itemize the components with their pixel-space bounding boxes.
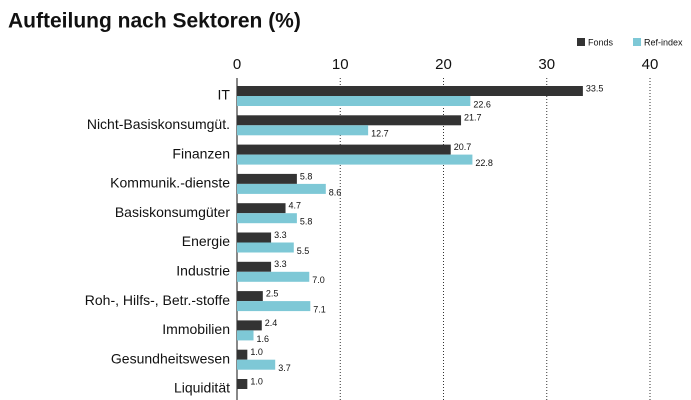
- y-tick-label: Industrie: [176, 263, 230, 279]
- y-tick-label: Roh-, Hilfs-, Betr.-stoffe: [85, 292, 230, 308]
- x-tick-label: 10: [332, 56, 349, 73]
- bar: [237, 379, 248, 389]
- y-tick-label: Finanzen: [172, 145, 230, 161]
- legend-swatch: [633, 38, 641, 46]
- data-label: 2.4: [265, 318, 278, 328]
- legend-label: Fonds: [588, 37, 614, 47]
- bar: [237, 291, 263, 302]
- x-tick-label: 0: [233, 56, 241, 73]
- data-label: 5.8: [300, 217, 313, 227]
- chart-title: Aufteilung nach Sektoren (%): [8, 10, 301, 33]
- x-tick-label: 20: [435, 56, 452, 73]
- data-label: 22.6: [473, 99, 491, 109]
- data-label: 2.5: [266, 288, 279, 298]
- bar: [237, 125, 369, 136]
- y-tick-label: Energie: [182, 233, 230, 249]
- data-label: 33.5: [586, 83, 604, 93]
- bar: [237, 330, 254, 341]
- data-label: 1.6: [257, 334, 270, 344]
- bar: [237, 115, 462, 126]
- data-label: 5.8: [300, 171, 313, 181]
- y-tick-label: Kommunik.-dienste: [110, 175, 230, 191]
- bar: [237, 349, 248, 360]
- bar: [237, 213, 297, 224]
- data-label: 1.0: [250, 347, 263, 357]
- data-label: 21.7: [464, 113, 482, 123]
- legend-label: Ref-index: [644, 37, 683, 47]
- x-tick-label: 30: [538, 56, 555, 73]
- x-tick-label: 40: [642, 56, 659, 73]
- legend-swatch: [577, 38, 585, 46]
- data-label: 1.0: [250, 376, 263, 386]
- bar: [237, 261, 272, 272]
- bar: [237, 242, 294, 253]
- y-tick-label: Nicht-Basiskonsumgüt.: [87, 116, 230, 132]
- bar: [237, 320, 262, 331]
- y-tick-label: IT: [218, 87, 231, 103]
- bar: [237, 359, 276, 370]
- bar: [237, 271, 310, 282]
- data-label: 5.5: [297, 246, 310, 256]
- bar: [237, 301, 311, 312]
- y-tick-label: Liquidität: [174, 380, 230, 396]
- data-label: 4.7: [289, 201, 302, 211]
- data-label: 3.3: [274, 259, 287, 269]
- bar: [237, 154, 473, 165]
- bar: [237, 232, 272, 243]
- y-tick-label: Basiskonsumgüter: [115, 204, 231, 220]
- data-label: 8.6: [329, 187, 342, 197]
- bar: [237, 86, 583, 96]
- data-label: 12.7: [371, 129, 389, 139]
- y-tick-label: Gesundheitswesen: [111, 350, 230, 366]
- bar: [237, 183, 326, 194]
- bar: [237, 96, 471, 106]
- bar: [237, 144, 451, 155]
- data-label: 7.1: [313, 304, 326, 314]
- y-tick-label: Immobilien: [162, 321, 230, 337]
- data-label: 3.3: [274, 230, 287, 240]
- bar: [237, 173, 297, 184]
- data-label: 20.7: [454, 142, 472, 152]
- data-label: 22.8: [475, 158, 493, 168]
- data-label: 3.7: [278, 363, 291, 373]
- data-label: 7.0: [312, 275, 325, 285]
- bar: [237, 203, 286, 214]
